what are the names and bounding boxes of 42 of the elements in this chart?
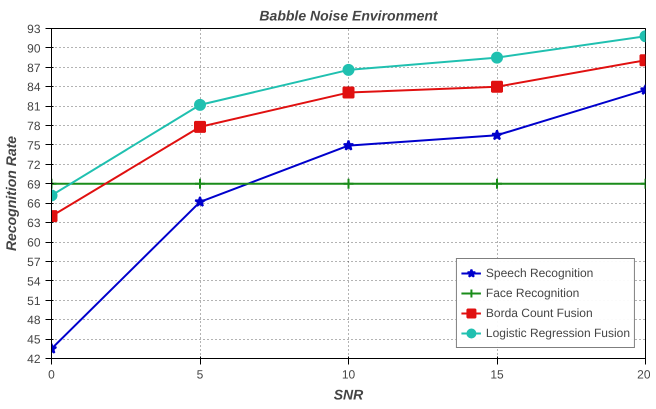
y-tick-label: 84 (27, 80, 41, 94)
point (491, 178, 503, 190)
point (194, 196, 206, 207)
point (342, 64, 354, 76)
y-tick-label: 45 (27, 332, 41, 347)
chart-title: Babble Noise Environment (259, 8, 439, 24)
y-tick-label: 66 (27, 196, 41, 211)
legend-label: Face Recognition (486, 286, 580, 300)
y-tick-label: 51 (27, 294, 41, 308)
point (491, 129, 503, 140)
y-tick-label: 81 (27, 100, 41, 114)
x-tick-label: 5 (196, 368, 204, 382)
y-tick-label: 72 (27, 158, 41, 172)
point (342, 178, 354, 190)
y-tick-label: 69 (27, 177, 41, 192)
legend-label: Speech Recognition (486, 266, 594, 280)
x-tick-label: 20 (637, 368, 651, 382)
point (491, 52, 503, 64)
legend-label: Borda Count Fusion (486, 306, 593, 320)
y-tick-label: 87 (27, 60, 41, 75)
x-tick-label: 10 (342, 368, 356, 382)
y-tick-label: 42 (27, 352, 41, 366)
legend-label: Logistic Regression Fusion (486, 326, 630, 340)
y-tick-label: 54 (27, 274, 41, 288)
y-tick-label: 57 (27, 254, 41, 269)
y-tick-label: 90 (27, 41, 41, 56)
x-tick-label: 0 (48, 368, 56, 382)
y-tick-label: 78 (27, 119, 41, 134)
point (194, 178, 206, 190)
y-tick-label: 60 (27, 236, 41, 250)
x-tick-label: 15 (490, 368, 504, 382)
y-tick-label: 75 (27, 138, 41, 152)
point (491, 80, 503, 93)
y-tick-label: 63 (27, 216, 41, 230)
y-axis-title: Recognition Rate (3, 136, 20, 252)
y-tick-label: 93 (27, 22, 41, 36)
point (194, 98, 206, 111)
point (342, 86, 354, 99)
x-axis-title: SNR (334, 386, 364, 402)
point (194, 120, 206, 133)
point (342, 140, 354, 151)
y-tick-label: 48 (27, 313, 41, 328)
